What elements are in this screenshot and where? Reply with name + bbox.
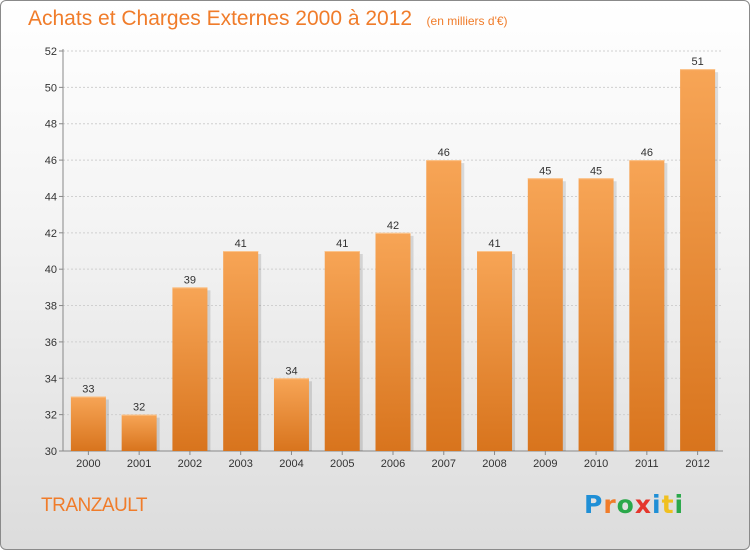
proxiti-logo[interactable]: Proxiti xyxy=(584,490,684,519)
data-label: 46 xyxy=(438,147,450,159)
title-row: Achats et Charges Externes 2000 à 2012 (… xyxy=(28,7,508,31)
data-label: 41 xyxy=(235,238,247,250)
y-tick-label: 38 xyxy=(45,301,57,313)
bar xyxy=(172,287,208,451)
bar xyxy=(121,414,157,451)
data-label: 41 xyxy=(488,238,500,250)
x-tick-label: 2003 xyxy=(228,458,252,470)
x-tick-label: 2006 xyxy=(381,458,405,470)
bar xyxy=(477,251,513,451)
data-label: 39 xyxy=(184,274,196,286)
logo-letter: i xyxy=(652,490,662,519)
bar xyxy=(527,178,563,452)
place-name: TRANZAULT xyxy=(41,495,147,516)
data-label: 32 xyxy=(133,402,145,414)
x-tick-label: 2007 xyxy=(432,458,456,470)
data-label: 33 xyxy=(82,383,94,395)
data-label: 34 xyxy=(285,365,297,377)
logo-letter: P xyxy=(584,490,604,519)
x-tick-label: 2012 xyxy=(685,458,709,470)
x-tick-label: 2001 xyxy=(127,458,151,470)
logo-letter: o xyxy=(616,490,635,519)
y-tick-label: 40 xyxy=(45,264,57,276)
x-tick-label: 2002 xyxy=(178,458,202,470)
x-tick-label: 2005 xyxy=(330,458,354,470)
y-tick-label: 30 xyxy=(45,446,57,458)
data-label: 42 xyxy=(387,220,399,232)
y-tick-label: 44 xyxy=(45,191,57,203)
logo-letter: x xyxy=(634,490,652,519)
y-tick-label: 46 xyxy=(45,155,57,167)
x-tick-label: 2009 xyxy=(533,458,557,470)
bar xyxy=(629,160,665,451)
y-tick-label: 36 xyxy=(45,337,57,349)
logo-letter: t xyxy=(661,490,675,519)
logo-letter: i xyxy=(674,490,685,519)
bar xyxy=(324,251,360,451)
y-tick-label: 48 xyxy=(45,119,57,131)
bar xyxy=(375,232,411,451)
logo-letter: r xyxy=(603,490,617,519)
y-tick-label: 42 xyxy=(45,228,57,240)
bar xyxy=(223,251,259,451)
y-tick-label: 52 xyxy=(45,46,57,58)
bar xyxy=(273,378,309,451)
data-label: 46 xyxy=(641,147,653,159)
bar xyxy=(578,178,614,452)
bar xyxy=(680,69,716,451)
x-tick-label: 2004 xyxy=(279,458,303,470)
data-label: 45 xyxy=(539,165,551,177)
data-label: 41 xyxy=(336,238,348,250)
data-label: 51 xyxy=(691,56,703,68)
y-tick-label: 34 xyxy=(45,373,57,385)
y-tick-label: 50 xyxy=(45,82,57,94)
data-label: 45 xyxy=(590,165,602,177)
x-tick-label: 2010 xyxy=(584,458,608,470)
x-tick-label: 2008 xyxy=(482,458,506,470)
y-tick-label: 32 xyxy=(45,410,57,422)
chart-title: Achats et Charges Externes 2000 à 2012 xyxy=(28,7,413,30)
chart-subtitle: (en milliers d'€) xyxy=(426,14,508,28)
x-tick-label: 2000 xyxy=(76,458,100,470)
bar xyxy=(70,396,106,451)
bar xyxy=(426,160,462,451)
x-tick-label: 2011 xyxy=(635,458,659,470)
